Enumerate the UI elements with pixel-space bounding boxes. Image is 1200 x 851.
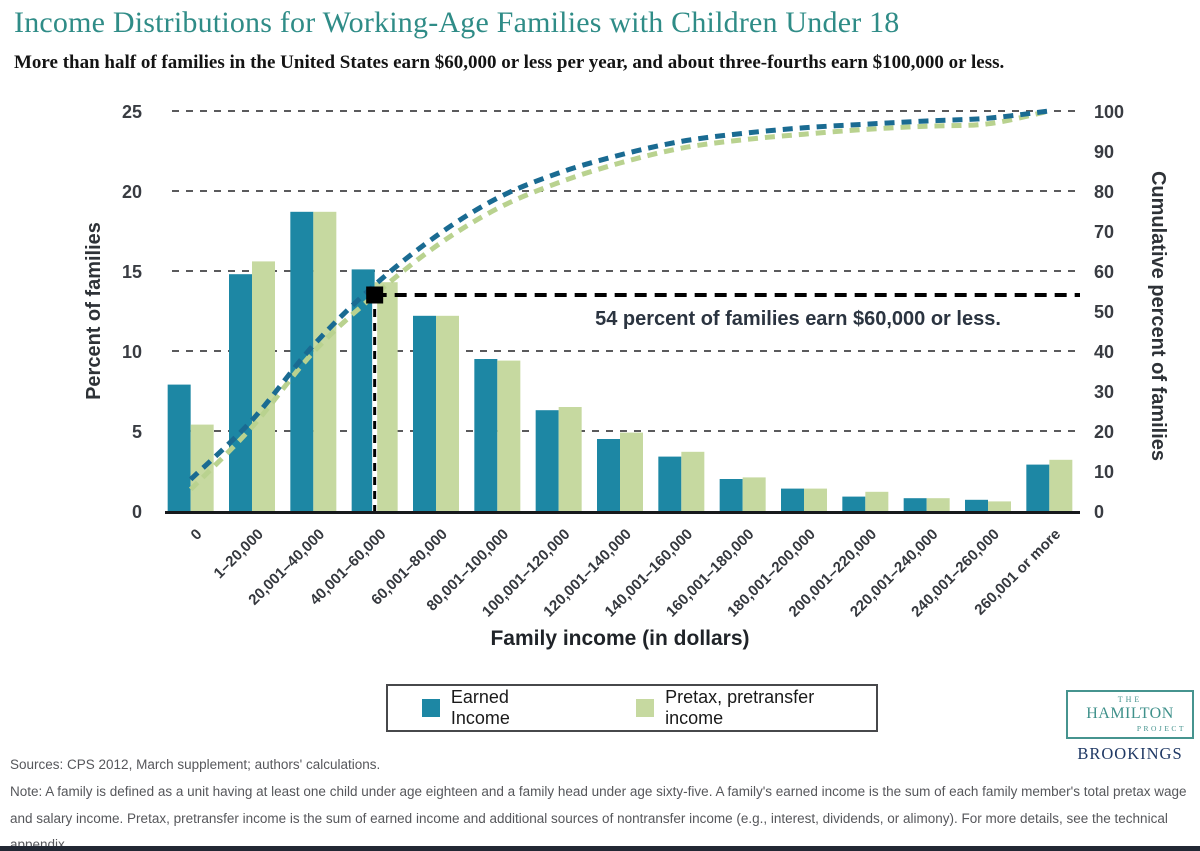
bar-pretax-income — [497, 360, 521, 511]
bar-pretax-income — [313, 211, 337, 512]
bar-pretax-income — [988, 501, 1011, 511]
right-axis-tick: 50 — [1094, 302, 1114, 322]
bar-pretax-income — [558, 407, 582, 511]
right-axis-tick: 80 — [1094, 182, 1114, 202]
left-axis-tick: 10 — [122, 342, 142, 362]
bar-earned-income — [597, 439, 620, 511]
bar-earned-income — [413, 315, 436, 511]
legend-item-pretax-income: Pretax, pretransfer income — [636, 687, 876, 729]
logo-project-text: PROJECT — [1136, 724, 1186, 733]
income-distribution-chart: 0 5 10 15 20 25 0 10 20 30 40 50 60 70 80 90 100 Percent … — [0, 88, 1200, 666]
sources-line: Sources: CPS 2012, March supplement; aut… — [10, 757, 381, 772]
right-axis-tick: 0 — [1094, 502, 1104, 522]
bar-pretax-income — [374, 282, 398, 511]
bar-earned-income — [842, 496, 866, 511]
logo-the-text: THE — [1117, 695, 1143, 704]
chart-legend: Earned Income Pretax, pretransfer income — [386, 684, 878, 732]
annotation-text: 54 percent of families earn $60,000 or l… — [595, 308, 1001, 330]
bar-pretax-income — [190, 424, 214, 511]
bar-earned-income — [781, 488, 804, 511]
right-axis-title: Cumulative percent of families — [1147, 171, 1169, 461]
x-axis-title: Family income (in dollars) — [490, 627, 749, 650]
bar-earned-income — [474, 359, 498, 511]
bar-pretax-income — [436, 315, 459, 511]
bar-pretax-income — [742, 477, 766, 511]
right-axis-tick: 60 — [1094, 262, 1114, 282]
bar-earned-income — [658, 456, 682, 511]
bar-earned-income — [229, 274, 252, 511]
logo-hamilton-text: HAMILTON — [1086, 705, 1174, 722]
right-axis-tick: 10 — [1094, 462, 1114, 482]
legend-label: Pretax, pretransfer income — [665, 687, 815, 728]
left-axis-tick: 0 — [132, 502, 142, 522]
pretax-income-swatch-icon — [636, 699, 655, 717]
chart-canvas: 0 5 10 15 20 25 0 10 20 30 40 50 60 70 80 90 100 Percent … — [83, 102, 1169, 650]
left-axis-tick: 5 — [132, 422, 142, 442]
bar-earned-income — [903, 498, 927, 511]
bar-pretax-income — [252, 261, 275, 511]
hamilton-project-brookings-logo: THE HAMILTON PROJECT BROOKINGS — [1066, 690, 1194, 764]
bottom-border-bar — [0, 846, 1200, 851]
right-axis-tick: 100 — [1094, 102, 1124, 122]
legend-item-earned-income: Earned Income — [422, 687, 572, 729]
left-axis-tick: 15 — [122, 262, 142, 282]
bar-pretax-income — [926, 498, 950, 511]
bar-pretax-income — [681, 451, 705, 511]
bar-earned-income — [1026, 464, 1050, 511]
x-axis-label: 1–20,000 — [211, 526, 267, 582]
bar-pretax-income — [804, 488, 827, 511]
right-axis-tick: 20 — [1094, 422, 1114, 442]
earned-income-swatch-icon — [422, 699, 440, 717]
brookings-wordmark: BROOKINGS — [1077, 744, 1183, 763]
legend-label: Earned Income — [450, 687, 510, 728]
figure-footer: Sources: CPS 2012, March supplement; aut… — [10, 757, 1192, 851]
bar-pretax-income — [865, 491, 889, 511]
bar-earned-income — [719, 479, 743, 511]
annotation-marker-square — [366, 286, 384, 304]
left-axis-tick: 25 — [122, 102, 142, 122]
bar-pretax-income — [620, 432, 643, 511]
x-axis-label: 0 — [188, 526, 206, 544]
note-text: Note: A family is defined as a unit havi… — [10, 784, 1187, 851]
right-axis-tick: 90 — [1094, 142, 1114, 162]
bar-earned-income — [167, 384, 191, 511]
bar-pretax-income — [1049, 459, 1073, 511]
left-axis-tick: 20 — [122, 182, 142, 202]
bar-earned-income — [965, 499, 988, 511]
bar-earned-income — [351, 269, 375, 511]
right-axis-tick: 70 — [1094, 222, 1114, 242]
page-title: Income Distributions for Working-Age Fam… — [14, 6, 900, 39]
right-axis-tick: 30 — [1094, 382, 1114, 402]
left-axis-title: Percent of families — [83, 222, 105, 400]
bar-earned-income — [535, 410, 559, 511]
hamilton-project-logo: THE HAMILTON PROJECT — [1066, 690, 1194, 739]
right-axis-tick: 40 — [1094, 342, 1114, 362]
page-subtitle: More than half of families in the United… — [14, 52, 1005, 73]
